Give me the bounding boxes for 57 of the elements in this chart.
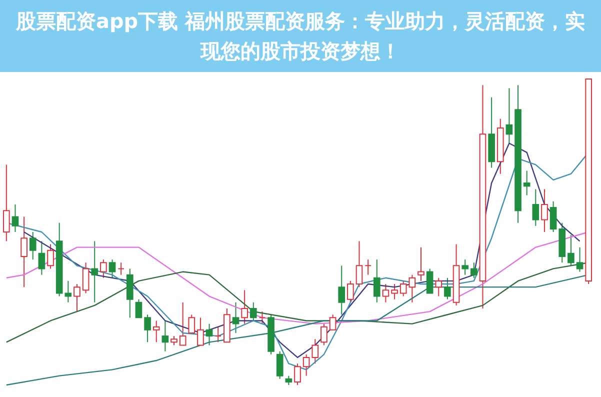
candlestick bbox=[391, 284, 398, 300]
candlestick bbox=[506, 88, 513, 144]
candlestick bbox=[576, 246, 584, 272]
candlestick bbox=[108, 259, 116, 278]
candlestick bbox=[20, 216, 28, 288]
candlestick bbox=[523, 170, 530, 196]
candlestick bbox=[329, 314, 336, 330]
candlestick bbox=[294, 363, 301, 386]
candlestick bbox=[152, 320, 160, 343]
candlestick bbox=[400, 280, 407, 297]
candlestick bbox=[12, 204, 19, 232]
candlestick bbox=[276, 350, 284, 380]
candlestick bbox=[162, 320, 169, 352]
candlestick bbox=[541, 188, 548, 232]
candlestick bbox=[47, 244, 54, 270]
candlestick bbox=[418, 246, 424, 282]
candlestick bbox=[232, 302, 240, 334]
candlestick bbox=[74, 284, 80, 312]
candlestick bbox=[364, 259, 372, 276]
candlestick bbox=[426, 268, 434, 294]
candlestick bbox=[568, 234, 574, 266]
candlestick bbox=[29, 232, 36, 260]
candlestick bbox=[38, 240, 46, 276]
candlestick bbox=[188, 314, 196, 334]
candlestick bbox=[302, 354, 310, 376]
candlestick bbox=[532, 188, 540, 226]
candlestick bbox=[135, 298, 142, 318]
candlestick bbox=[258, 311, 266, 324]
candlestick bbox=[206, 323, 213, 346]
candlestick bbox=[347, 280, 354, 303]
candlestick bbox=[312, 338, 319, 364]
candlestick bbox=[241, 290, 248, 324]
candlestick bbox=[550, 200, 557, 232]
candlestick bbox=[382, 284, 390, 303]
candlestick bbox=[435, 277, 442, 297]
chart-title: 股票配资app下载 福州股票配资服务：专业助力，灵活配资，实现您的股市投资梦想！ bbox=[0, 0, 601, 72]
candlestick bbox=[100, 259, 107, 278]
candlestick bbox=[320, 323, 328, 346]
candlestick bbox=[144, 314, 151, 343]
candlestick bbox=[91, 240, 98, 303]
candlestick bbox=[462, 259, 469, 276]
candlestick bbox=[3, 164, 10, 242]
candlestick bbox=[373, 259, 380, 303]
candlestick bbox=[444, 277, 451, 300]
candlestick bbox=[250, 302, 257, 322]
candlestick bbox=[285, 375, 292, 386]
candlestick bbox=[470, 262, 478, 278]
candlestick bbox=[82, 262, 90, 294]
candlestick bbox=[214, 326, 222, 343]
candlestick bbox=[64, 280, 72, 303]
candlestick bbox=[118, 262, 124, 276]
candlestick bbox=[179, 302, 186, 346]
candlestick bbox=[197, 317, 204, 346]
candlestick bbox=[356, 240, 363, 288]
candlestick bbox=[408, 274, 416, 303]
candlestick bbox=[338, 265, 346, 316]
candlestick bbox=[170, 336, 178, 346]
